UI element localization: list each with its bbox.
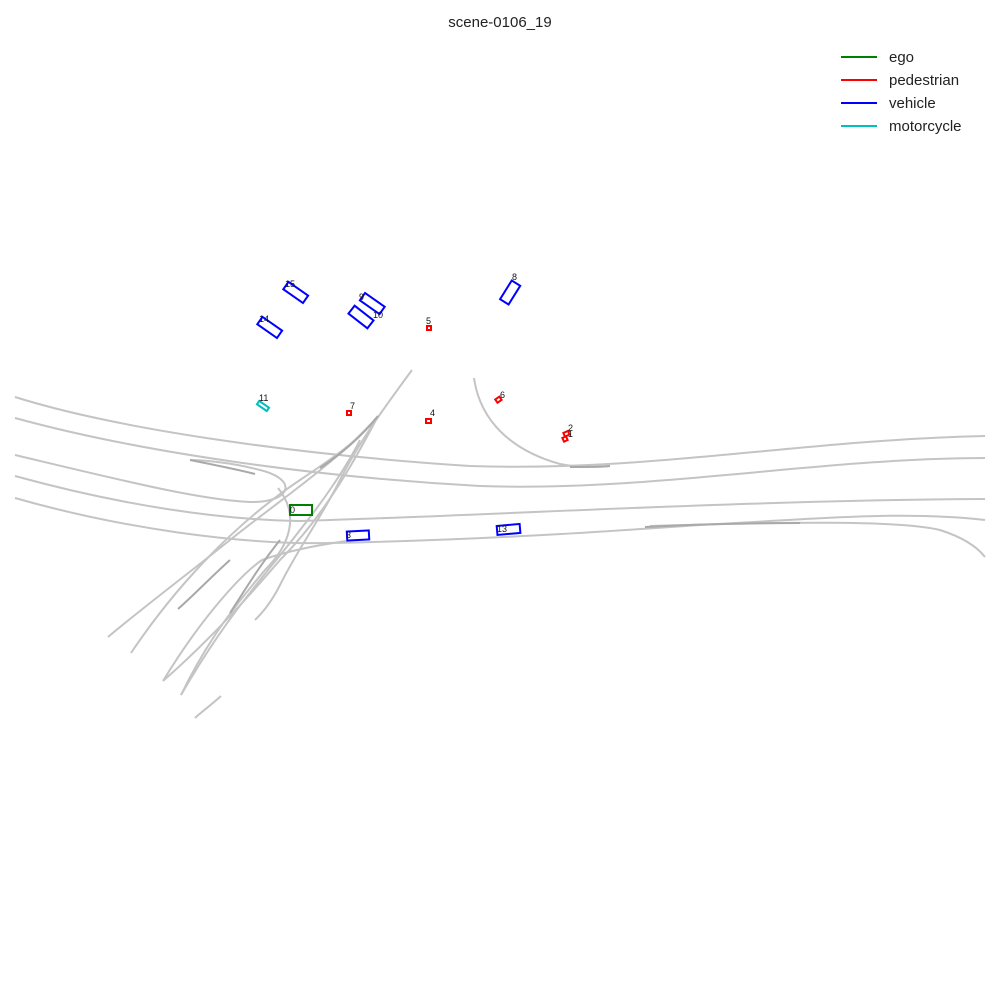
lane-line <box>180 439 361 696</box>
lane-line <box>162 415 379 682</box>
vehicle-box <box>345 529 371 542</box>
motorcycle-box <box>255 399 271 413</box>
lane-line <box>14 417 986 488</box>
lane-segment-highlight <box>189 459 256 475</box>
lane-line <box>14 396 986 468</box>
agent-label: 15 <box>285 279 295 289</box>
pedestrian-box <box>561 435 569 443</box>
lane-segment-highlight <box>644 522 801 528</box>
lane-line <box>14 497 986 545</box>
agent-label: 5 <box>426 316 431 326</box>
agent-label: 9 <box>359 292 364 302</box>
pedestrian-box <box>562 429 571 438</box>
agent-label: 6 <box>500 390 505 400</box>
agent-label: 3 <box>346 530 351 540</box>
vehicle-box <box>498 279 522 306</box>
legend-label-pedestrian: pedestrian <box>889 72 959 89</box>
ego-vehicle-box <box>289 504 313 516</box>
vehicle-box <box>255 315 284 340</box>
pedestrian-box <box>346 410 352 416</box>
legend-label-vehicle: vehicle <box>889 95 936 112</box>
agent-label: 1 <box>568 429 573 439</box>
lane-segment-highlight <box>177 559 231 610</box>
agent-label: 10 <box>373 310 383 320</box>
legend-label-motorcycle: motorcycle <box>889 118 962 135</box>
lane-line <box>14 475 986 523</box>
lane-segment-highlight <box>569 465 611 468</box>
lane-segment-highlight <box>319 415 379 469</box>
lane-line <box>162 540 347 682</box>
agent-label: 14 <box>259 314 269 324</box>
pedestrian-box <box>425 418 432 424</box>
vehicle-box <box>281 280 310 305</box>
agent-label: 2 <box>568 423 573 433</box>
legend-label-ego: ego <box>889 49 914 66</box>
vehicle-box <box>495 522 522 537</box>
lane-network <box>14 369 986 719</box>
lane-line <box>107 415 379 638</box>
lane-segment-highlight <box>229 539 281 614</box>
pedestrian-box <box>426 325 432 331</box>
agent-label: 11 <box>259 393 268 403</box>
pedestrian-box <box>493 395 503 405</box>
legend: ego pedestrian vehicle motorcycle <box>841 49 962 135</box>
scene-title: scene-0106_19 <box>448 14 551 31</box>
lane-line <box>194 695 222 719</box>
agent-label: 4 <box>430 408 435 418</box>
lane-line <box>473 377 611 468</box>
lane-line <box>649 521 986 558</box>
agent-label: 0 <box>290 505 295 515</box>
vehicle-box <box>347 304 375 330</box>
agents-layer: 0 2 1 4 5 6 7 8 9 10 3 13 14 15 11 <box>255 272 573 542</box>
agent-label: 7 <box>350 401 355 411</box>
lane-line <box>254 369 413 621</box>
lane-line <box>14 454 287 504</box>
vehicle-box <box>358 291 387 316</box>
agent-label: 13 <box>497 524 507 534</box>
agent-label: 8 <box>512 272 517 282</box>
